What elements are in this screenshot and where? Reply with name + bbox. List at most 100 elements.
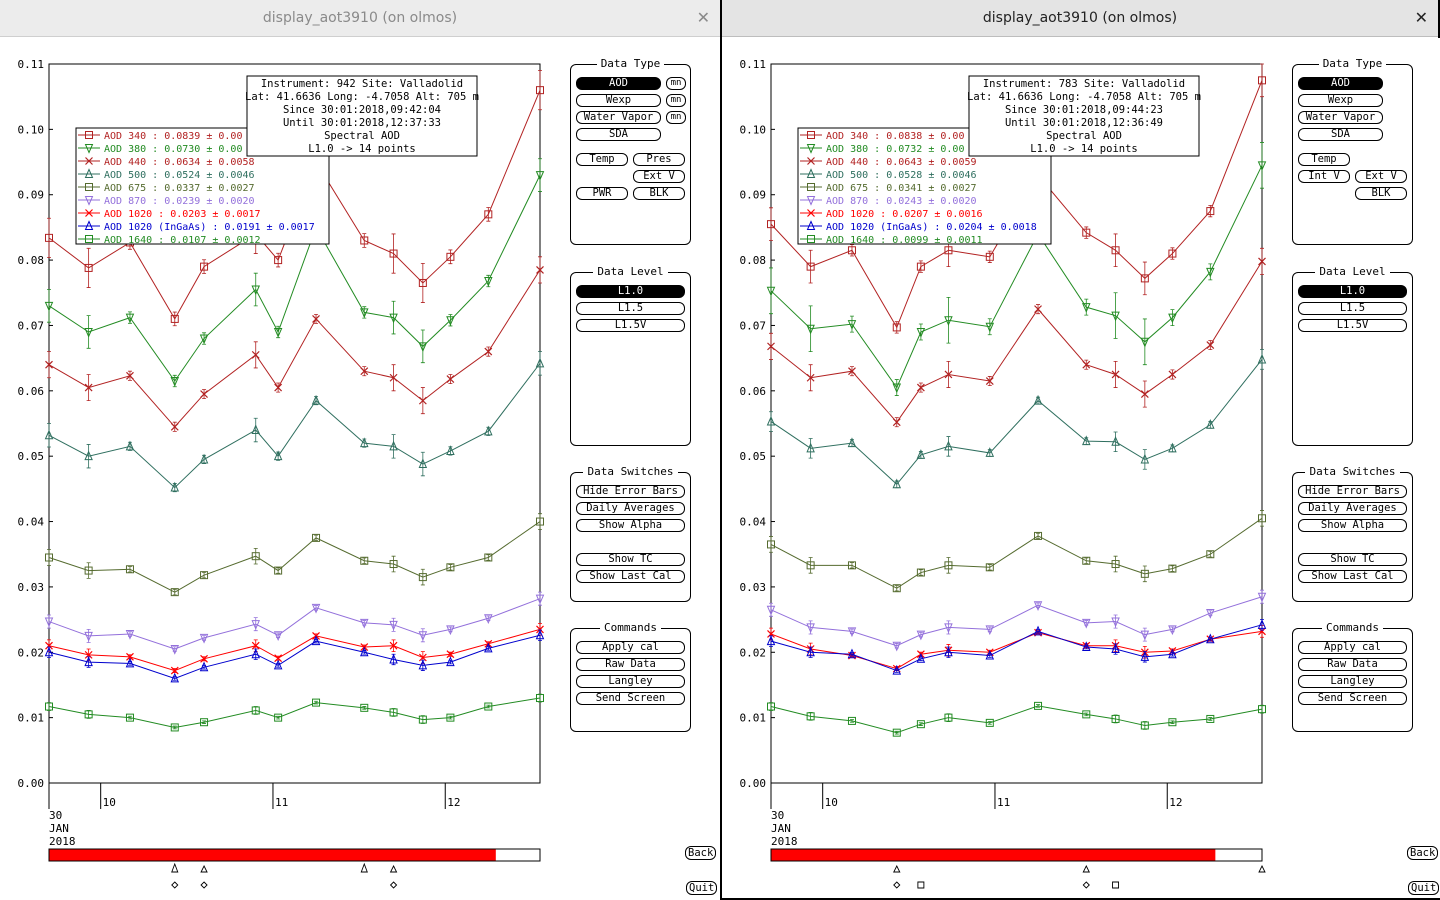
data-type-button-ext-v[interactable]: Ext V [1355,170,1407,183]
data-point [1258,76,1266,85]
error-bar [1113,555,1118,573]
data-type-button-blk[interactable]: BLK [633,187,685,200]
data-point [767,342,775,351]
error-bar [486,554,491,561]
data-point [1257,161,1267,172]
switch-button-show-alpha[interactable]: Show Alpha [1298,519,1407,532]
data-point [767,220,775,229]
switch-button-daily-averages[interactable]: Daily Averages [1298,502,1407,515]
data-point [944,316,953,326]
switch-button-daily-averages[interactable]: Daily Averages [576,502,685,515]
switch-button-show-tc[interactable]: Show TC [1298,553,1407,566]
data-point [199,633,209,644]
mn-toggle[interactable]: mn [666,111,686,124]
error-bar [391,434,396,459]
title-bar[interactable]: display_aot3910 (on olmos) ✕ [722,0,1438,37]
back-button[interactable]: Back [1407,846,1439,860]
data-switches-panel: Data Switches Hide Error Bars Daily Averag… [1292,465,1413,602]
data-point [446,656,455,667]
data-type-button-blk[interactable]: BLK [1355,187,1407,200]
command-button-send-screen[interactable]: Send Screen [1298,692,1407,705]
data-point [125,629,135,640]
data-level-button-l1-5[interactable]: L1.5 [1298,302,1407,315]
command-button-raw-data[interactable]: Raw Data [1298,658,1407,671]
switch-button-show-alpha[interactable]: Show Alpha [576,519,685,532]
data-point [1082,435,1091,446]
data-point [1111,436,1120,446]
data-point [892,584,901,593]
x-tick-label: 11 [275,796,288,809]
date-label: 2018 [49,835,76,848]
y-tick-label: 0.10 [740,123,767,136]
switch-button-hide-error-bars[interactable]: Hide Error Bars [576,485,685,498]
close-icon[interactable]: ✕ [696,8,710,27]
legend-entry: AOD 440 : 0.0634 ± 0.0058 [104,157,255,168]
data-level-button-l1-0[interactable]: L1.0 [1298,285,1407,298]
error-bar [1084,226,1089,239]
data-level-button-l1-5[interactable]: L1.5 [576,302,685,315]
data-point [1140,651,1150,661]
switch-button-show-tc[interactable]: Show TC [576,553,685,566]
back-button[interactable]: Back [685,846,717,860]
command-button-raw-data[interactable]: Raw Data [576,658,685,671]
data-type-button-aod[interactable]: AOD [1298,77,1383,90]
y-tick-label: 0.04 [18,516,45,529]
data-type-button-temp[interactable]: Temp [1298,153,1350,166]
legend-entry: AOD 675 : 0.0341 ± 0.0027 [826,183,977,194]
data-type-button-pres[interactable]: Pres [633,153,685,166]
data-point [985,322,995,333]
data-type-button-temp[interactable]: Temp [576,153,628,166]
data-type-button-aod[interactable]: AOD [576,77,661,90]
timeline-marker [893,881,901,889]
data-type-button-wexp[interactable]: Wexp [576,94,661,107]
data-type-button-sda[interactable]: SDA [576,128,661,141]
data-type-button-water-vapor[interactable]: Water Vapor [576,111,661,124]
series-line [48,269,541,428]
error-bar [314,700,319,705]
y-tick-label: 0.02 [740,646,767,659]
error-bar [486,426,491,436]
quit-button[interactable]: Quit [1408,881,1440,895]
close-icon[interactable]: ✕ [1414,8,1428,27]
data-point [360,437,369,448]
command-button-apply-cal[interactable]: Apply cal [576,641,685,654]
data-type-button-wexp[interactable]: Wexp [1298,94,1383,107]
data-point [45,553,53,562]
data-type-button-water-vapor[interactable]: Water Vapor [1298,111,1383,124]
quit-button[interactable]: Quit [686,881,718,895]
data-point [892,323,901,332]
data-point [251,620,261,630]
data-type-button-pwr[interactable]: PWR [576,187,628,200]
data-type-button-ext-v[interactable]: Ext V [633,170,685,183]
mn-toggle[interactable]: mn [666,77,686,90]
data-level-button-l1-5v[interactable]: L1.5V [576,319,685,332]
title-bar[interactable]: display_aot3910 (on olmos) ✕ [0,0,720,37]
data-point [389,560,398,569]
data-level-button-l1-0[interactable]: L1.0 [576,285,685,298]
command-button-apply-cal[interactable]: Apply cal [1298,641,1407,654]
switch-button-show-last-cal[interactable]: Show Last Cal [1298,570,1407,583]
legend: AOD 340 : 0.0838 ± 0.00 AOD 380 : 0.0732 … [797,127,1052,246]
y-tick-label: 0.00 [740,777,767,790]
command-button-send-screen[interactable]: Send Screen [576,692,685,705]
x-tick-label: 12 [1169,796,1182,809]
command-button-langley[interactable]: Langley [1298,675,1407,688]
series-4 [45,513,544,597]
data-type-button-int-v[interactable]: Int V [1298,170,1350,183]
data-level-button-l1-5v[interactable]: L1.5V [1298,319,1407,332]
error-bar [1142,318,1147,366]
data-point [446,625,455,636]
command-button-langley[interactable]: Langley [576,675,685,688]
data-point [170,314,179,323]
data-point [806,623,815,634]
switch-button-hide-error-bars[interactable]: Hide Error Bars [1298,485,1407,498]
data-point [170,377,180,387]
mn-toggle[interactable]: mn [666,94,686,107]
switch-button-show-last-cal[interactable]: Show Last Cal [576,570,685,583]
data-point [767,630,775,638]
data-type-button-sda[interactable]: SDA [1298,128,1383,141]
legend-entry: AOD 340 : 0.0838 ± 0.00 [826,131,964,142]
timeline-marker [1258,864,1266,873]
error-bar [202,571,207,579]
data-point [1168,564,1177,573]
